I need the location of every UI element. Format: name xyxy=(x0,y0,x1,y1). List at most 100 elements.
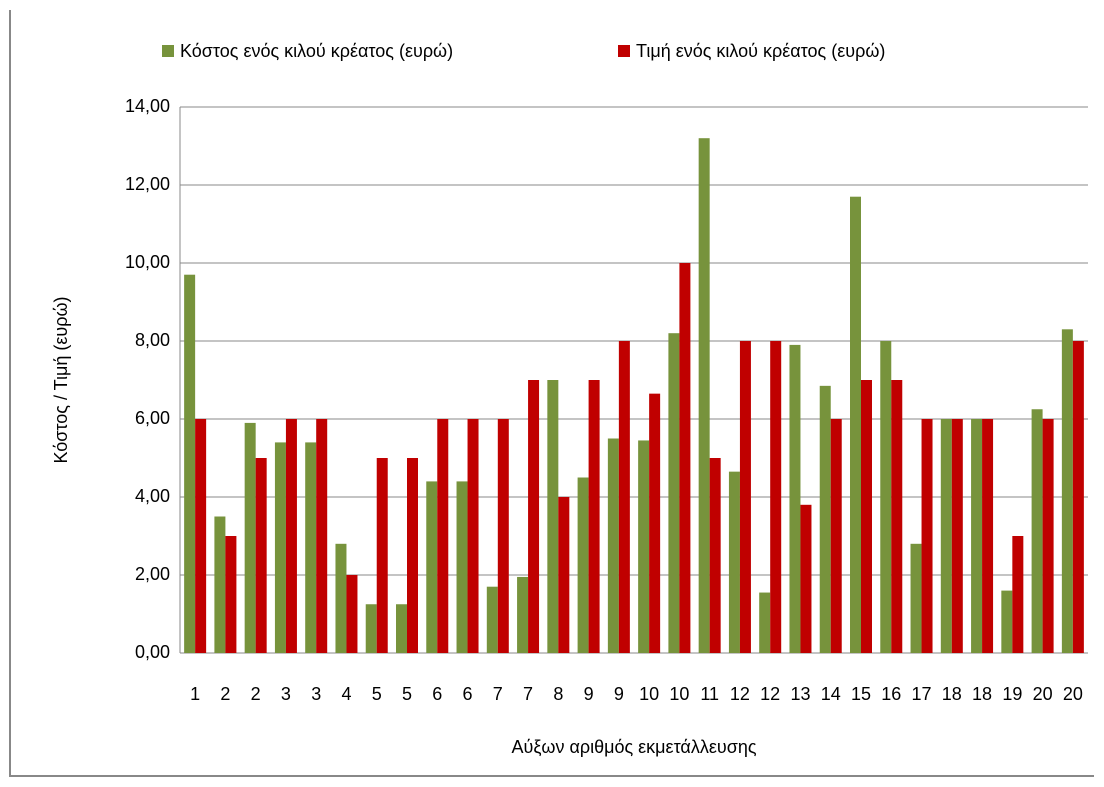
bar xyxy=(880,341,892,653)
bar xyxy=(335,543,347,653)
x-tick-label: 16 xyxy=(881,684,901,704)
x-tick-label: 12 xyxy=(730,684,750,704)
x-tick-label: 13 xyxy=(790,684,810,704)
bar xyxy=(728,471,740,653)
x-tick-label: 7 xyxy=(523,684,533,704)
bar xyxy=(305,442,317,653)
legend-label: Κόστος ενός κιλού κρέατος (ευρώ) xyxy=(180,41,453,61)
legend-label: Τιμή ενός κιλού κρέατος (ευρώ) xyxy=(636,41,885,61)
bar xyxy=(982,419,994,653)
x-tick-label: 14 xyxy=(821,684,841,704)
x-tick-label: 15 xyxy=(851,684,871,704)
bar xyxy=(376,458,388,653)
bar xyxy=(709,458,721,653)
x-tick-label: 3 xyxy=(311,684,321,704)
bar xyxy=(1031,409,1043,653)
y-tick-label: 0,00 xyxy=(135,642,170,662)
bar xyxy=(274,442,286,653)
bar xyxy=(1001,590,1013,653)
bar xyxy=(1061,329,1073,653)
bar xyxy=(971,419,983,653)
x-tick-label: 12 xyxy=(760,684,780,704)
bar xyxy=(577,477,589,653)
x-tick-label: 20 xyxy=(1063,684,1083,704)
x-tick-label: 18 xyxy=(972,684,992,704)
bar xyxy=(528,380,540,653)
y-axis-title: Κόστος / Τιμή (ευρώ) xyxy=(51,297,71,464)
bar xyxy=(365,604,377,653)
bar xyxy=(225,536,237,653)
bar xyxy=(547,380,559,653)
x-tick-label: 18 xyxy=(942,684,962,704)
bar xyxy=(255,458,267,653)
bar xyxy=(467,419,479,653)
frame xyxy=(9,10,1094,777)
bar xyxy=(1042,419,1054,653)
bar xyxy=(940,419,952,653)
x-tick-label: 20 xyxy=(1033,684,1053,704)
x-tick-label: 2 xyxy=(220,684,230,704)
bar xyxy=(759,592,771,653)
x-tick-label: 11 xyxy=(700,684,719,704)
bar xyxy=(316,419,328,653)
bar xyxy=(819,385,831,653)
bar xyxy=(789,344,801,653)
y-tick-label: 10,00 xyxy=(125,252,170,272)
y-tick-label: 8,00 xyxy=(135,330,170,350)
bar xyxy=(558,497,570,653)
bar xyxy=(951,419,963,653)
y-tick-label: 14,00 xyxy=(125,96,170,116)
x-tick-label: 19 xyxy=(1002,684,1022,704)
x-tick-label: 6 xyxy=(432,684,442,704)
legend-swatch xyxy=(162,45,174,57)
x-tick-label: 5 xyxy=(372,684,382,704)
bar xyxy=(861,380,872,653)
x-tick-label: 9 xyxy=(584,684,594,704)
bar xyxy=(214,516,226,653)
bar xyxy=(891,380,903,653)
x-tick-label: 10 xyxy=(669,684,689,704)
bar xyxy=(679,263,691,653)
bar xyxy=(346,575,358,653)
bar xyxy=(638,440,650,653)
bar xyxy=(668,333,680,653)
x-tick-label: 3 xyxy=(281,684,291,704)
bar xyxy=(850,196,861,653)
bar xyxy=(830,419,842,653)
bar xyxy=(1012,536,1024,653)
y-tick-label: 12,00 xyxy=(125,174,170,194)
bar xyxy=(437,419,449,653)
bar xyxy=(770,341,782,653)
bar xyxy=(649,393,661,653)
bar xyxy=(486,586,498,653)
bar xyxy=(195,419,207,653)
bar xyxy=(456,481,468,653)
bar xyxy=(407,458,418,653)
x-axis-title: Αύξων αριθμός εκμετάλλευσης xyxy=(511,737,756,757)
bar xyxy=(497,419,509,653)
bar xyxy=(184,274,196,653)
x-tick-label: 4 xyxy=(341,684,351,704)
x-tick-label: 5 xyxy=(402,684,412,704)
x-tick-label: 17 xyxy=(912,684,932,704)
bar xyxy=(396,604,407,653)
bar xyxy=(921,419,933,653)
bar xyxy=(698,138,710,653)
x-tick-label: 2 xyxy=(251,684,261,704)
x-tick-label: 7 xyxy=(493,684,503,704)
bar xyxy=(244,422,256,653)
bar xyxy=(1072,341,1084,653)
y-tick-label: 2,00 xyxy=(135,564,170,584)
bar xyxy=(618,341,630,653)
bar xyxy=(739,341,751,653)
bar xyxy=(517,576,529,653)
legend-swatch xyxy=(618,45,630,57)
x-tick-label: 1 xyxy=(190,684,200,704)
bar xyxy=(588,380,600,653)
y-tick-label: 4,00 xyxy=(135,486,170,506)
x-tick-label: 10 xyxy=(639,684,659,704)
x-tick-label: 9 xyxy=(614,684,624,704)
bar xyxy=(910,543,922,653)
bar xyxy=(285,419,297,653)
